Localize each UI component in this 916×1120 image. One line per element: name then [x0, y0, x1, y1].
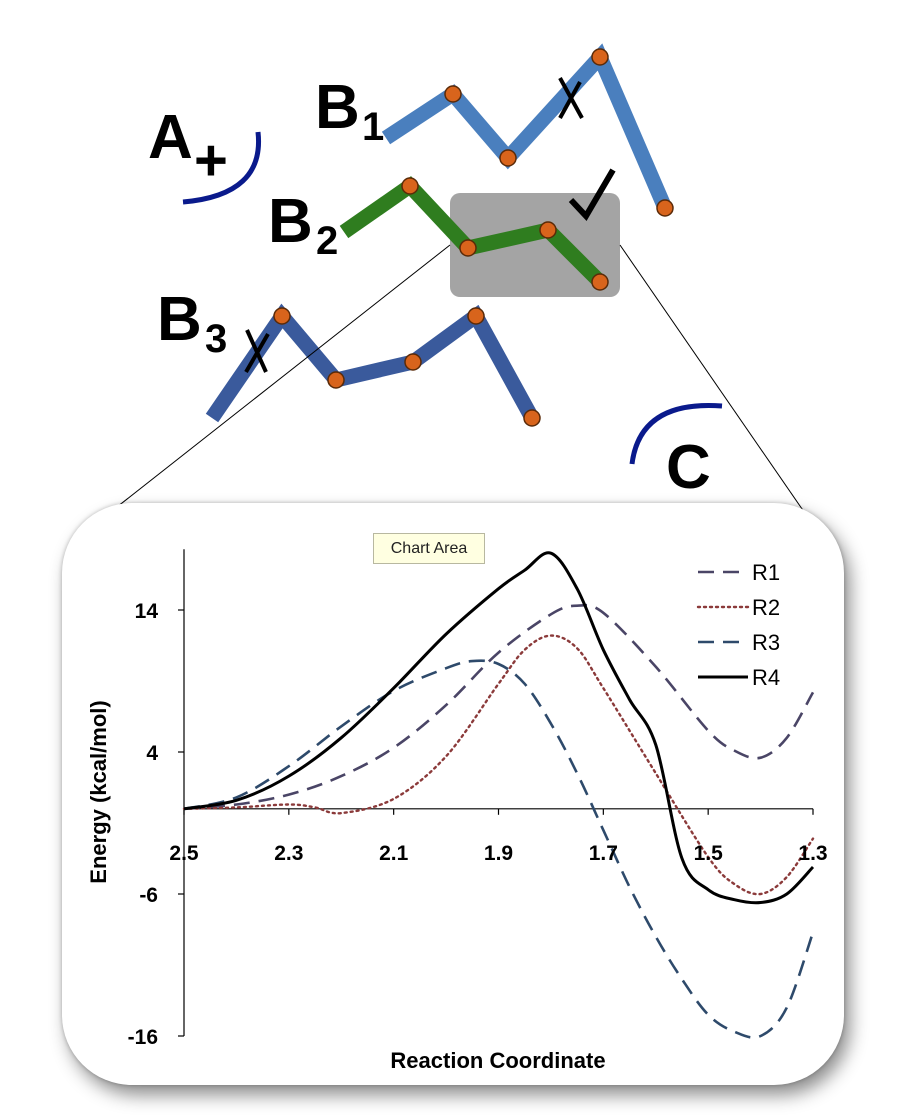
label-b3: B [157, 285, 202, 354]
label-b1-sub: 1 [362, 105, 384, 149]
y-axis-title: Energy (kcal/mol) [86, 700, 111, 883]
zoom-line-left [74, 244, 451, 541]
cross-b3-stroke [244, 332, 270, 374]
legend-label-r4: R4 [752, 665, 780, 690]
chart-axes [178, 549, 814, 1037]
x-axis-title: Reaction Coordinate [390, 1048, 605, 1073]
arc-a-icon [182, 131, 262, 205]
series-line-r4 [183, 551, 815, 905]
x-tick-label: 1.7 [589, 842, 618, 865]
x-tick-label: 2.5 [169, 842, 199, 865]
legend-label-r3: R3 [752, 630, 780, 655]
label-c: C [666, 433, 711, 502]
zoom-line-right [619, 244, 821, 536]
atom-nodes [273, 48, 674, 427]
chart-area-tooltip: Chart Area [373, 533, 485, 564]
label-b2-sub: 2 [316, 219, 338, 263]
x-tick-label: 1.5 [694, 842, 724, 865]
series-line-r3 [183, 659, 815, 1039]
legend-label-r2: R2 [752, 595, 780, 620]
chain-b3 [205, 303, 539, 423]
tick-labels: 14 4 -6 -16 2.5 2.3 2.1 1.9 1.7 1.5 1.3 [128, 600, 828, 1049]
check-icon [568, 168, 616, 221]
label-a-charge: + [194, 128, 228, 193]
label-b1: B [315, 73, 360, 142]
cross-b1-stroke [558, 77, 584, 119]
y-tick-label: 4 [146, 742, 158, 765]
y-tick-label: 14 [135, 600, 159, 623]
highlight-box [450, 193, 620, 297]
x-tick-label: 1.3 [798, 842, 827, 865]
arc-c-icon [629, 402, 723, 465]
series-line-r1 [183, 603, 815, 811]
chart-panel [62, 503, 844, 1085]
y-tick-label: -6 [139, 884, 158, 907]
label-a: A [148, 103, 193, 172]
label-b2: B [268, 187, 313, 256]
x-tick-label: 1.9 [484, 842, 513, 865]
x-tick-label: 2.1 [379, 842, 409, 865]
label-b3-sub: 3 [205, 317, 227, 361]
series-layer [182, 551, 815, 1039]
series-line-r2 [182, 634, 815, 896]
legend-label-r1: R1 [752, 560, 780, 585]
legend: R1 R2 R3 R4 [696, 560, 780, 690]
y-tick-label: -16 [128, 1026, 158, 1049]
x-tick-label: 2.3 [274, 842, 303, 865]
